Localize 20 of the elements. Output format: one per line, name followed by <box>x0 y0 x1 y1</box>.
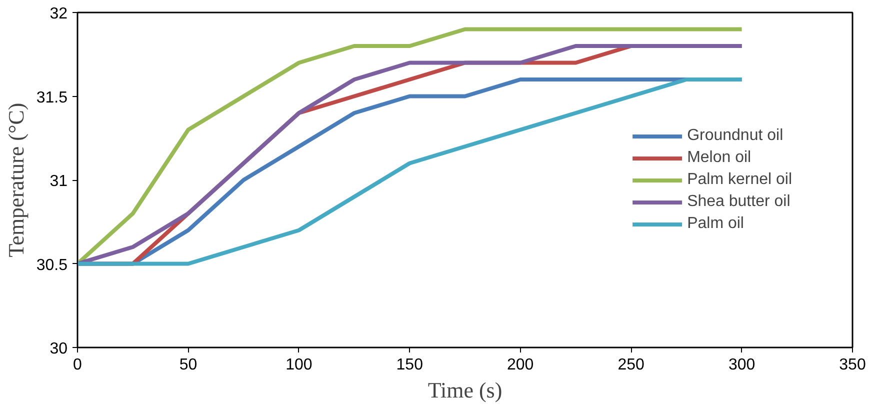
x-tick-label: 200 <box>507 356 534 374</box>
legend-label: Melon oil <box>687 148 752 166</box>
y-tick-label: 30.5 <box>36 256 68 274</box>
x-tick-label: 350 <box>839 356 866 374</box>
legend-label: Shea butter oil <box>687 192 790 210</box>
x-tick-label: 250 <box>618 356 645 374</box>
x-axis-title: Time (s) <box>428 378 502 402</box>
y-tick-label: 31.5 <box>36 89 68 106</box>
x-tick-label: 300 <box>728 356 756 374</box>
y-axis-title: Temperature (°C) <box>3 102 28 258</box>
x-tick-label: 50 <box>179 356 198 374</box>
x-tick-label: 100 <box>286 356 312 374</box>
legend-label: Palm kernel oil <box>687 170 792 188</box>
y-tick-label: 31 <box>50 173 68 190</box>
x-tick-label: 0 <box>73 356 82 374</box>
y-tick-label: 32 <box>50 6 68 22</box>
legend-label: Palm oil <box>687 214 744 232</box>
legend-label: Groundnut oil <box>687 126 784 144</box>
y-tick-label: 30 <box>50 340 68 358</box>
x-tick-label: 150 <box>396 356 424 374</box>
